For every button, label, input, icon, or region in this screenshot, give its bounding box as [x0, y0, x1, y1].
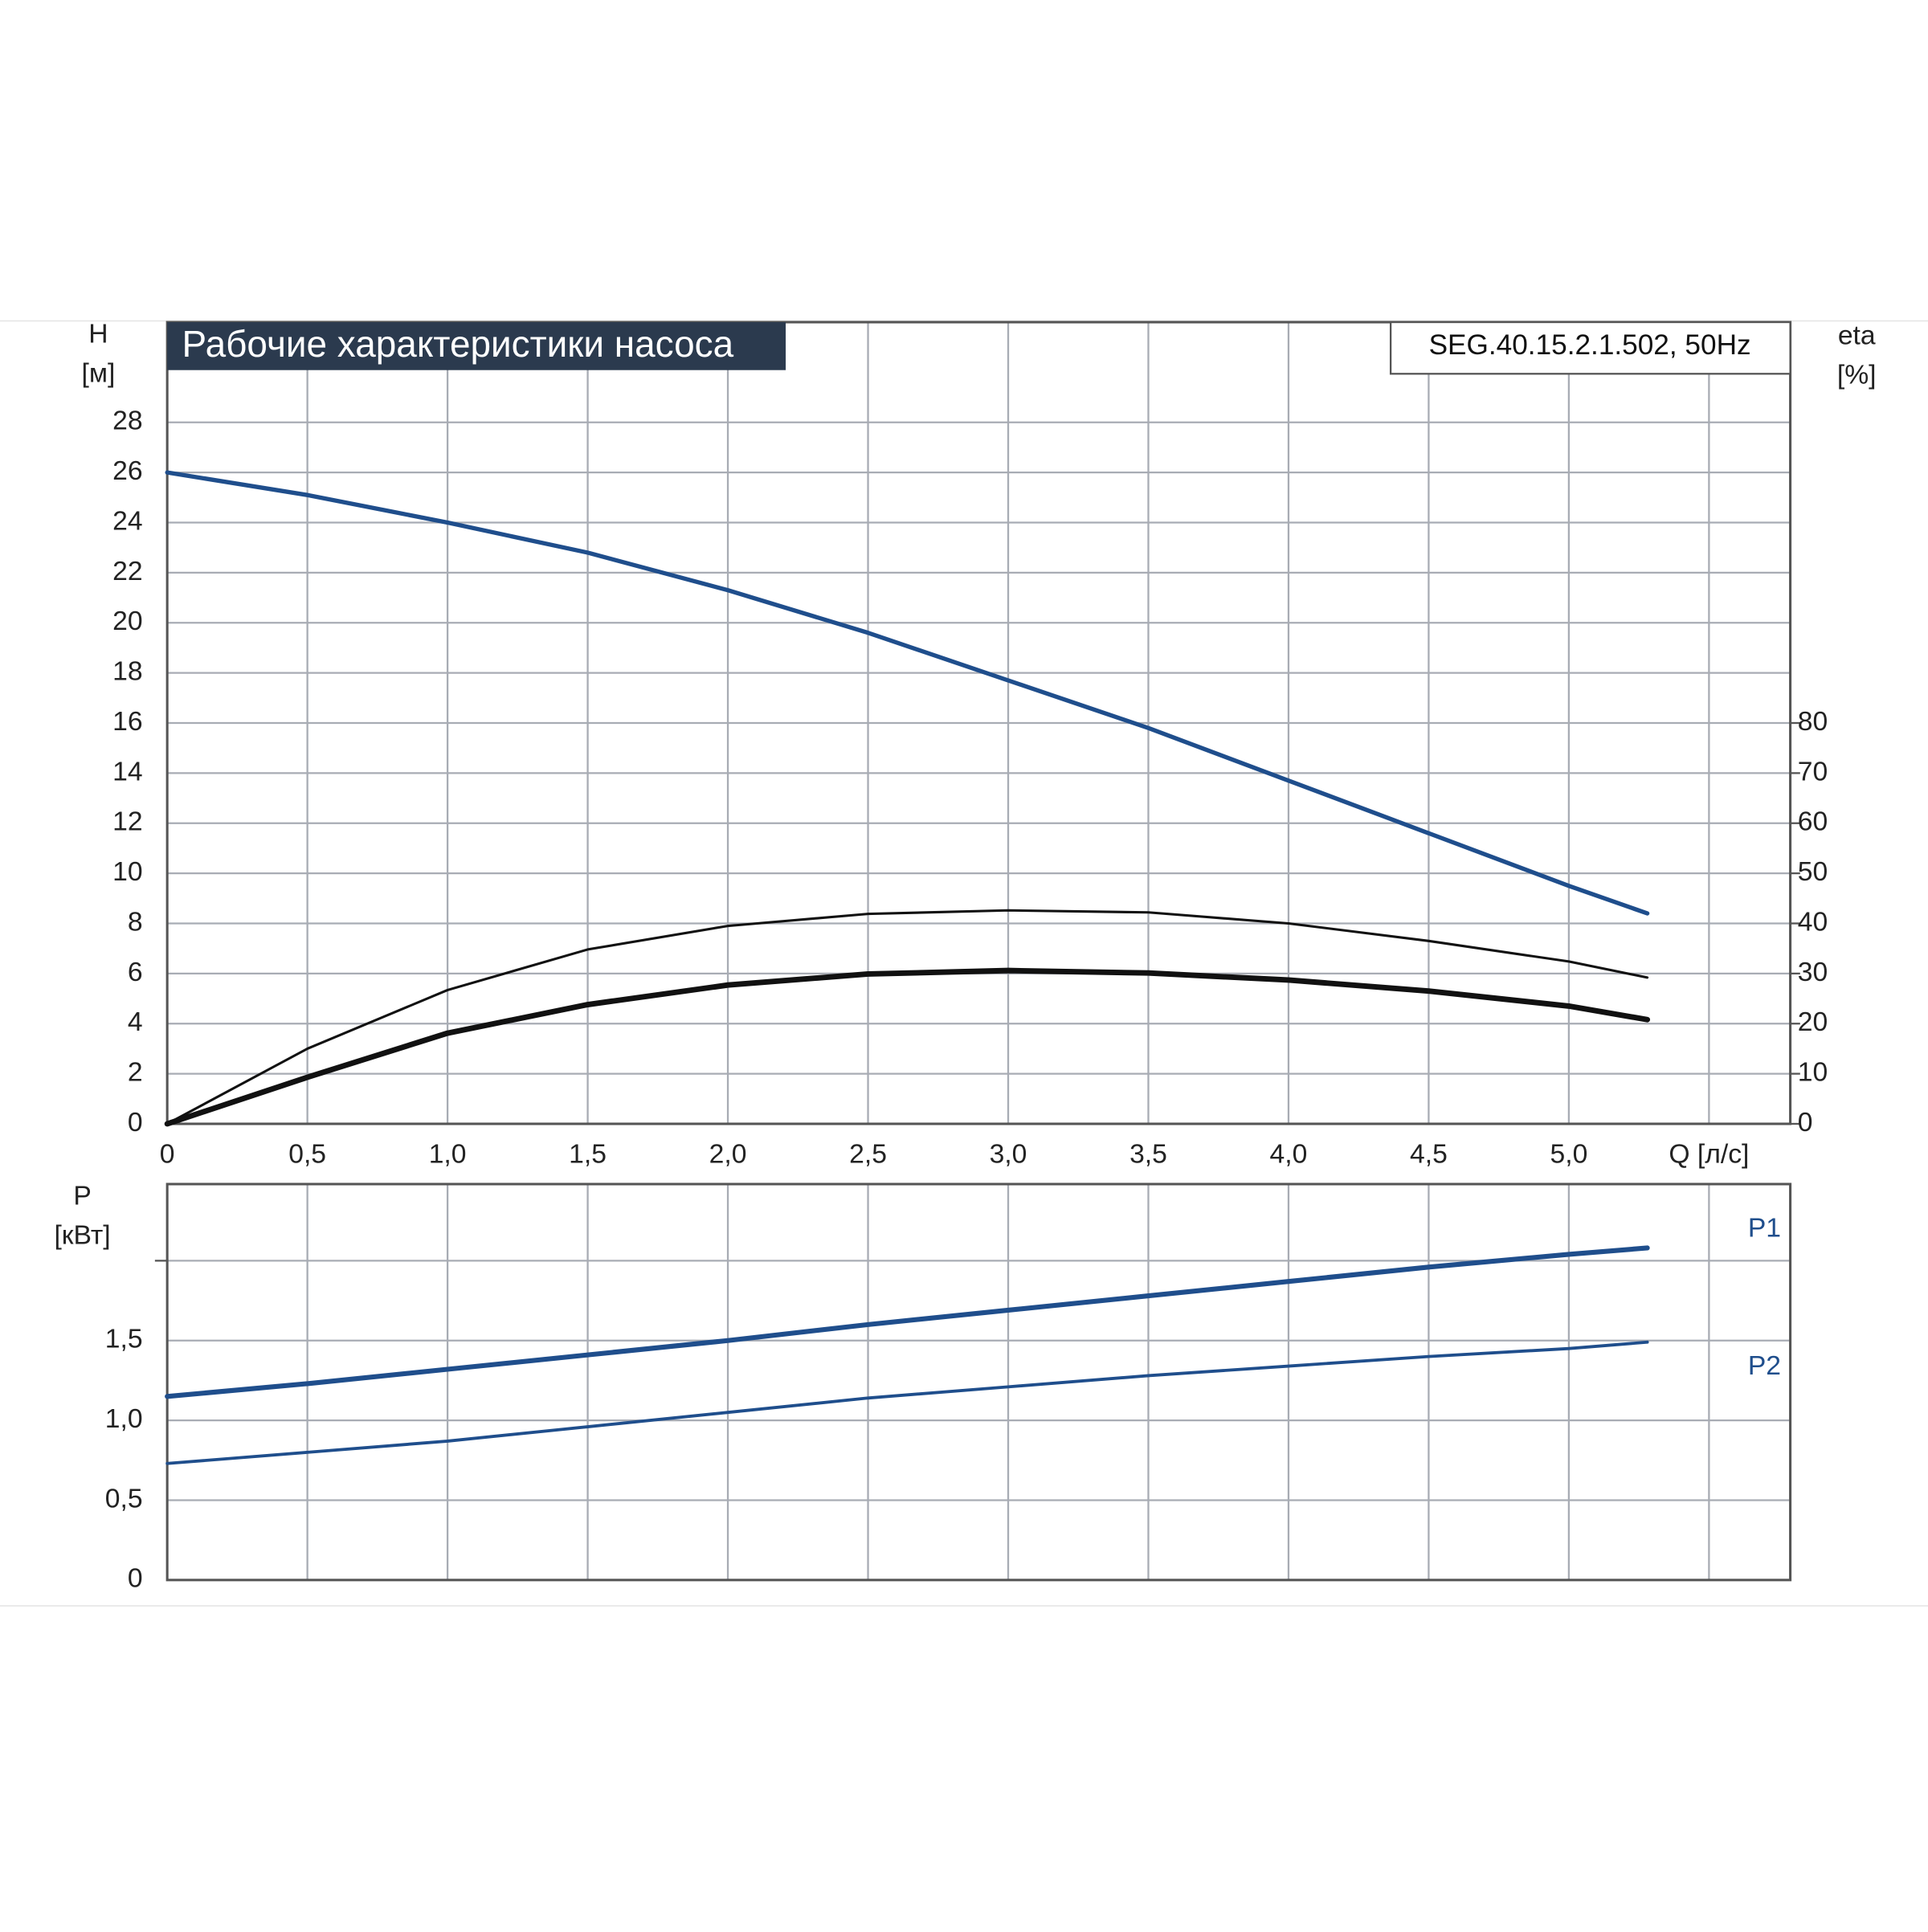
y-tick-label: 10 — [112, 857, 142, 887]
plot-frame — [165, 1182, 1792, 1582]
y-tick-label: 28 — [112, 406, 142, 436]
y-axis-label: P — [73, 1182, 91, 1211]
chart-title: Рабочие характеристики насоса — [182, 323, 734, 365]
y-tick-label: 1,0 — [105, 1404, 143, 1434]
y2-tick-label: 60 — [1798, 807, 1828, 837]
y-tick-label: 0 — [128, 1564, 143, 1594]
x-tick-label: 4,5 — [1410, 1140, 1448, 1170]
y-tick-label: 24 — [112, 506, 142, 536]
x-tick-label: 1,5 — [569, 1140, 607, 1170]
y-axis-label: H — [88, 320, 108, 349]
y2-tick-label: 0 — [1798, 1108, 1813, 1138]
y2-axis-label: [%] — [1837, 360, 1877, 390]
y2-axis-label: eta — [1838, 321, 1876, 350]
y-tick-label: 8 — [128, 907, 143, 937]
plot-frame — [165, 321, 1792, 1125]
series-label: P2 — [1748, 1351, 1781, 1381]
series-label: P1 — [1748, 1214, 1781, 1244]
curve — [165, 909, 1649, 1125]
y2-tick-label: 20 — [1798, 1007, 1828, 1037]
y2-tick-label: 10 — [1798, 1057, 1828, 1087]
y-tick-label: 0,5 — [105, 1484, 143, 1513]
model-box — [1389, 321, 1791, 375]
x-tick-label: 1,0 — [429, 1140, 467, 1170]
x-tick-label: 3,0 — [990, 1140, 1027, 1170]
y-tick-label: 22 — [112, 557, 142, 586]
curve — [165, 1340, 1649, 1465]
y-tick-label: 16 — [112, 707, 142, 737]
y2-tick-label: 30 — [1798, 958, 1828, 987]
y-axis-label: [кВт] — [54, 1221, 110, 1251]
y2-tick-label: 40 — [1798, 907, 1828, 937]
x-tick-label: 2,5 — [849, 1140, 887, 1170]
y-tick-label: 2 — [128, 1057, 143, 1087]
y-tick-label: 1,5 — [105, 1325, 143, 1354]
y2-tick-label: 70 — [1798, 757, 1828, 786]
curve — [165, 1245, 1650, 1399]
y-tick-label: 18 — [112, 657, 142, 687]
curve — [165, 470, 1650, 916]
x-tick-label: 0 — [160, 1140, 175, 1170]
y-tick-label: 12 — [112, 807, 142, 837]
x-tick-label: 4,0 — [1270, 1140, 1308, 1170]
y-tick-label: 26 — [112, 456, 142, 486]
y2-tick-label: 50 — [1798, 857, 1828, 887]
title-box — [167, 322, 786, 370]
x-tick-label: 2,0 — [709, 1140, 747, 1170]
y-tick-label: 0 — [128, 1108, 143, 1138]
y-tick-label: 6 — [128, 958, 143, 987]
y-tick-label: 14 — [112, 757, 142, 786]
x-tick-label: 5,0 — [1550, 1140, 1588, 1170]
x-tick-label: 0,5 — [288, 1140, 326, 1170]
x-tick-label: 3,5 — [1129, 1140, 1167, 1170]
y2-tick-label: 80 — [1798, 707, 1828, 737]
x-tick-label: Q [л/с] — [1669, 1140, 1749, 1170]
model-label: SEG.40.15.2.1.502, 50Hz — [1429, 329, 1751, 361]
y-tick-label: 20 — [112, 607, 142, 636]
y-tick-label: 4 — [128, 1007, 143, 1037]
curve — [164, 967, 1651, 1127]
y-axis-label: [м] — [82, 359, 116, 389]
